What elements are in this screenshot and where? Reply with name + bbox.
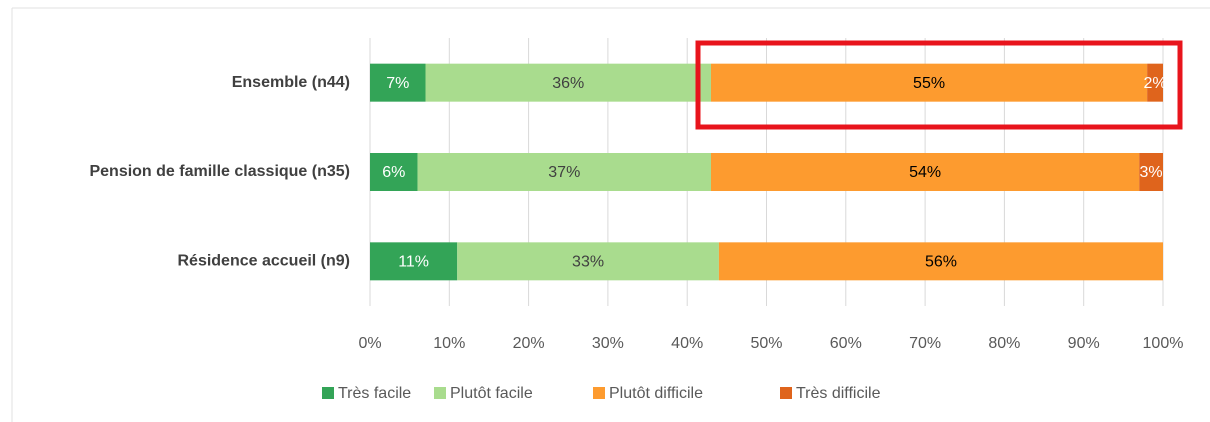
highlight-box [695,40,1183,130]
bar-segment [417,153,711,191]
data-label: 55% [913,75,945,92]
bar-segment [370,242,458,281]
data-label: 33% [572,254,604,271]
x-tick-label: 50% [750,335,782,352]
legend-label: Plutôt facile [450,385,533,402]
data-label: 2% [1144,75,1167,92]
bar-segment [370,63,426,102]
x-tick-label: 20% [513,335,545,352]
bar-segment [425,63,711,102]
data-label: 3% [1140,164,1163,181]
legend-swatch [780,387,792,399]
legend-label: Très difficile [796,385,881,402]
x-tick-label: 80% [988,335,1020,352]
legend-swatch [434,387,446,399]
x-tick-label: 40% [671,335,703,352]
bar-segment [710,153,1140,191]
data-label: 54% [909,164,941,181]
data-label: 36% [552,75,584,92]
legend-swatch [322,387,334,399]
x-tick-label: 70% [909,335,941,352]
category-label: Ensemble (n44) [232,74,350,91]
x-tick-label: 60% [830,335,862,352]
bar-segment [710,63,1148,102]
legend-label: Très facile [338,385,411,402]
data-label: 11% [398,254,429,271]
bar-segment [718,242,1163,281]
data-label: 6% [382,164,405,181]
legend-label: Plutôt difficile [609,385,703,402]
x-tick-label: 30% [592,335,624,352]
data-label: 7% [386,75,409,92]
x-tick-label: 100% [1143,335,1184,352]
category-label: Pension de famille classique (n35) [89,163,350,180]
legend-swatch [593,387,605,399]
x-tick-label: 10% [433,335,465,352]
x-tick-label: 0% [358,335,381,352]
bar-segment [1139,153,1163,191]
bar-segment [457,242,719,281]
category-label: Résidence accueil (n9) [177,253,350,270]
bar-segment [1147,63,1163,102]
data-label: 37% [548,164,580,181]
data-label: 56% [925,254,957,271]
x-tick-label: 90% [1068,335,1100,352]
bar-segment [370,153,418,191]
